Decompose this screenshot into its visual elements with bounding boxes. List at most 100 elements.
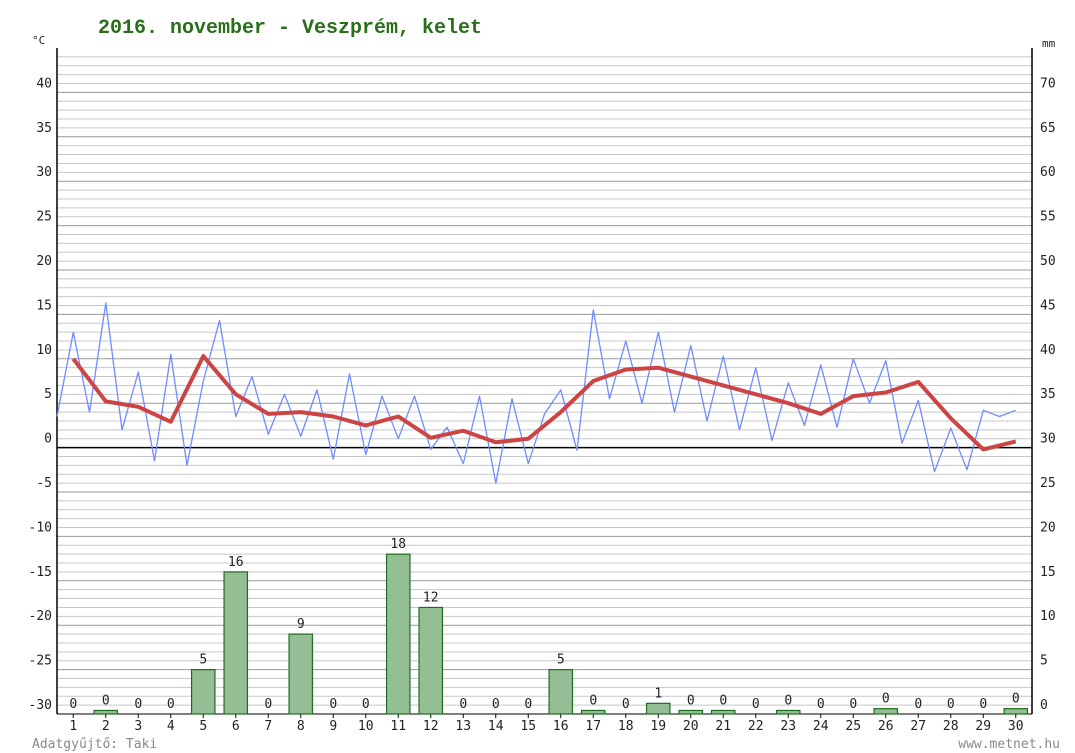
x-tick-label: 29 (975, 719, 991, 734)
x-tick-label: 13 (455, 719, 471, 734)
bar-label: 0 (459, 697, 467, 712)
bar-label: 5 (557, 653, 565, 668)
y-tick-label: -30 (29, 698, 52, 713)
y-tick-label: 10 (36, 343, 52, 358)
x-tick-label: 25 (845, 719, 861, 734)
bar-label: 0 (69, 697, 77, 712)
x-tick-label: 4 (167, 719, 175, 734)
x-tick-label: 24 (813, 719, 829, 734)
y2-tick-label: 10 (1040, 609, 1056, 624)
bar (418, 606, 444, 715)
y-tick-label: 0 (44, 432, 52, 447)
bar-label: 0 (167, 697, 175, 712)
bar-label: 0 (589, 693, 597, 708)
x-tick-label: 28 (943, 719, 959, 734)
x-tick-label: 23 (780, 719, 796, 734)
bar-label: 0 (979, 697, 987, 712)
y2-tick-label: 25 (1040, 476, 1056, 491)
y-tick-label: -5 (36, 476, 52, 491)
x-tick-label: 20 (683, 719, 699, 734)
y2-tick-label: 15 (1040, 565, 1056, 580)
bar-label: 5 (199, 653, 207, 668)
y2-tick-label: 60 (1040, 165, 1056, 180)
bar-label: 0 (329, 697, 337, 712)
bar-label: 0 (784, 693, 792, 708)
bar (1003, 708, 1029, 715)
bar-label: 0 (914, 697, 922, 712)
line-average (71, 354, 1017, 452)
x-tick-label: 12 (423, 719, 439, 734)
y-tick-label: -15 (29, 565, 52, 580)
bar-label: 0 (817, 697, 825, 712)
bar-label: 0 (264, 697, 272, 712)
bar-label: 0 (622, 697, 630, 712)
bar (288, 633, 314, 715)
x-tick-label: 1 (69, 719, 77, 734)
y2-tick-label: 5 (1040, 654, 1048, 669)
footer-left: Adatgyűjtő: Taki (32, 737, 157, 752)
y-tick-label: 20 (36, 254, 52, 269)
x-tick-label: 10 (358, 719, 374, 734)
y-tick-label: 35 (36, 121, 52, 136)
x-tick-label: 14 (488, 719, 504, 734)
x-tick-label: 16 (553, 719, 569, 734)
y2-tick-label: 20 (1040, 520, 1056, 535)
y2-tick-label: 70 (1040, 76, 1056, 91)
bar-label: 0 (719, 693, 727, 708)
bar-label: 12 (423, 590, 439, 605)
bar (775, 709, 801, 715)
bar (645, 702, 671, 715)
bar (873, 708, 899, 715)
y2-tick-label: 0 (1040, 698, 1048, 713)
bar-label: 0 (752, 697, 760, 712)
bar-label: 1 (654, 686, 662, 701)
y-tick-label: -25 (29, 654, 52, 669)
y-tick-label: -10 (29, 520, 52, 535)
bar-label: 0 (134, 697, 142, 712)
x-tick-label: 2 (102, 719, 110, 734)
y2-tick-label: 35 (1040, 387, 1056, 402)
y-axis-label: °C (32, 34, 45, 47)
y2-tick-label: 65 (1040, 121, 1056, 136)
bar-label: 9 (297, 617, 305, 632)
bar-label: 0 (882, 692, 890, 707)
y-tick-label: 15 (36, 298, 52, 313)
bar-label: 0 (947, 697, 955, 712)
y2-tick-label: 40 (1040, 343, 1056, 358)
x-tick-label: 11 (390, 719, 406, 734)
y2-tick-label: 50 (1040, 254, 1056, 269)
x-tick-label: 5 (199, 719, 207, 734)
x-tick-label: 30 (1008, 719, 1024, 734)
line-temperature (56, 302, 1017, 484)
chart-title: 2016. november - Veszprém, kelet (98, 17, 482, 40)
footer-right: www.metnet.hu (958, 737, 1060, 752)
bar (190, 668, 216, 715)
bar-label: 0 (524, 697, 532, 712)
bar (548, 668, 574, 715)
bar (710, 709, 736, 715)
bar (678, 709, 704, 715)
y-tick-label: 30 (36, 165, 52, 180)
x-tick-label: 22 (748, 719, 764, 734)
y-tick-label: -20 (29, 609, 52, 624)
bar (580, 709, 606, 715)
y-tick-label: 5 (44, 387, 52, 402)
x-tick-label: 27 (910, 719, 926, 734)
y-tick-label: 40 (36, 76, 52, 91)
bar (93, 709, 119, 715)
x-tick-label: 6 (232, 719, 240, 734)
x-tick-label: 3 (134, 719, 142, 734)
bar-label: 0 (1012, 692, 1020, 707)
x-tick-label: 19 (650, 719, 666, 734)
x-tick-label: 17 (585, 719, 601, 734)
bar-label: 0 (362, 697, 370, 712)
x-tick-label: 9 (329, 719, 337, 734)
bar-label: 18 (390, 537, 406, 552)
y2-axis-label: mm (1042, 37, 1056, 50)
x-tick-label: 8 (297, 719, 305, 734)
x-tick-label: 15 (520, 719, 536, 734)
x-tick-label: 18 (618, 719, 634, 734)
y2-tick-label: 45 (1040, 298, 1056, 313)
y2-tick-label: 55 (1040, 210, 1056, 225)
bar-label: 0 (849, 697, 857, 712)
